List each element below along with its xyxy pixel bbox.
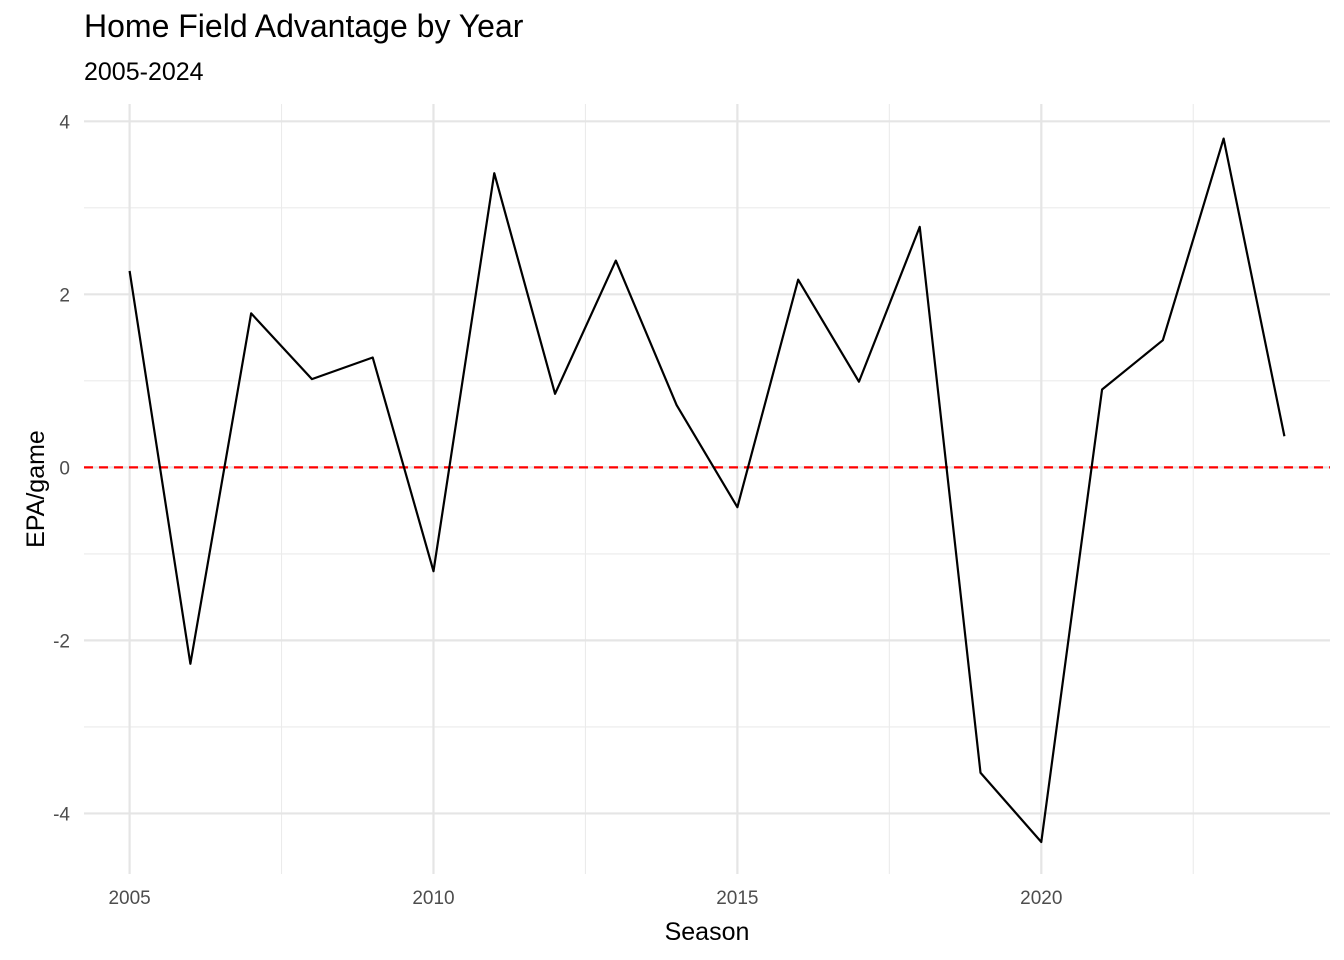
chart-title: Home Field Advantage by Year [84, 8, 524, 44]
major-gridlines [84, 104, 1330, 874]
x-axis-title: Season [665, 918, 750, 946]
minor-gridlines [84, 104, 1330, 874]
y-axis-title: EPA/game [22, 430, 50, 548]
y-tick-label: -2 [53, 631, 70, 652]
x-tick-label: 2020 [1020, 888, 1062, 909]
x-tick-label: 2010 [412, 888, 454, 909]
series-line-1 [128, 137, 1286, 844]
x-tick-label: 2015 [716, 888, 758, 909]
y-tick-label: 2 [59, 285, 70, 306]
y-tick-label: 0 [59, 458, 70, 479]
y-tick-label: -4 [53, 804, 70, 825]
x-tick-label: 2005 [108, 888, 150, 909]
y-tick-label: 4 [59, 112, 70, 133]
series-layer [128, 137, 1286, 844]
chart-subtitle: 2005-2024 [84, 58, 204, 86]
tick-labels: 2005 2010 2015 2020 -4 -2 0 2 4 [53, 112, 1062, 909]
